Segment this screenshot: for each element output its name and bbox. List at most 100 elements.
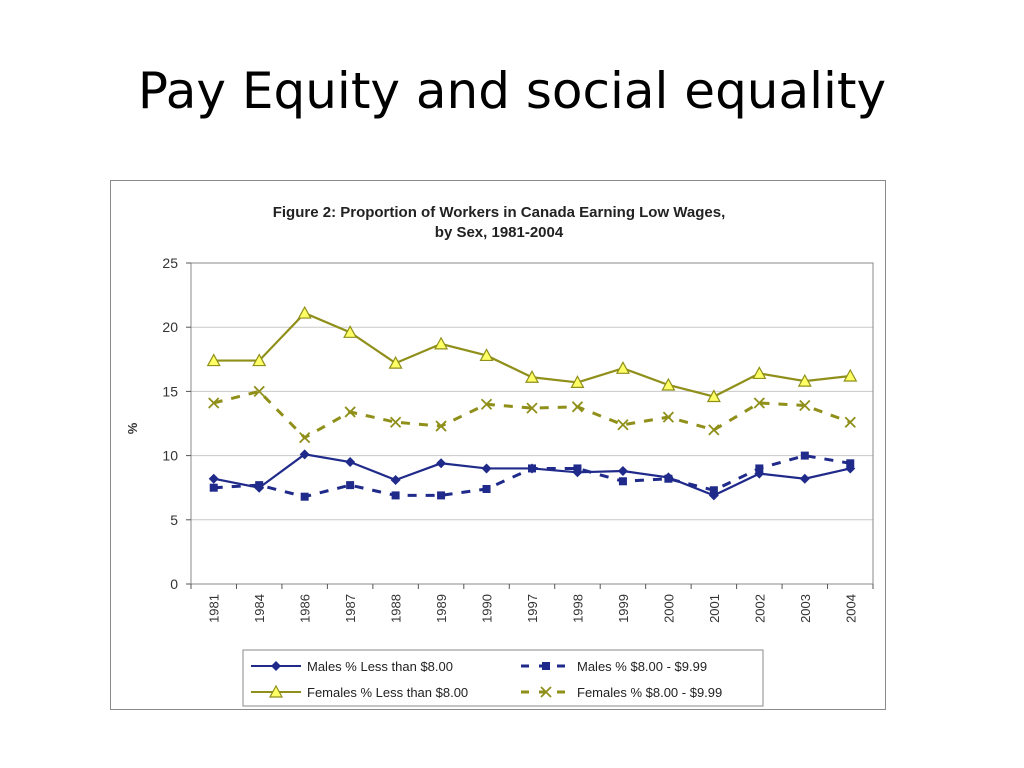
- legend-label: Females % $8.00 - $9.99: [577, 685, 722, 700]
- data-point-diamond: [345, 457, 356, 468]
- data-point-diamond: [208, 473, 219, 484]
- data-point-square: [528, 464, 536, 473]
- x-tick-label: 1986: [298, 594, 313, 623]
- chart-title-line2: by Sex, 1981-2004: [434, 224, 564, 241]
- x-tick-label: 1989: [434, 594, 449, 623]
- data-point-x: [844, 416, 856, 428]
- data-point-square: [391, 491, 400, 500]
- data-point-triangle: [343, 325, 358, 338]
- data-point-x: [540, 686, 552, 698]
- x-marker-stroke: [662, 411, 675, 423]
- x-tick-label: 1987: [343, 594, 358, 623]
- x-tick-label: 1999: [616, 594, 631, 623]
- data-point-square: [300, 492, 309, 501]
- series-3: [206, 305, 858, 403]
- data-point-x: [299, 431, 311, 444]
- x-tick-label: 2000: [661, 594, 676, 623]
- data-point-diamond: [436, 458, 447, 469]
- data-point-square: [800, 451, 809, 460]
- x-tick-label: 2003: [798, 594, 813, 623]
- legend: Males % Less than $8.00 Males % $8.00 - $…: [242, 649, 764, 707]
- data-point-square: [346, 481, 355, 490]
- y-tick-label: 5: [170, 512, 178, 528]
- data-point-square: [709, 486, 718, 495]
- x-marker-stroke: [253, 385, 265, 398]
- series-2: [209, 451, 855, 501]
- data-point-square: [573, 464, 582, 473]
- x-tick-label: 1998: [570, 594, 585, 623]
- data-point-x: [344, 406, 356, 418]
- y-tick-label: 15: [162, 383, 178, 399]
- x-marker-stroke: [435, 420, 447, 432]
- data-point-triangle: [706, 389, 721, 403]
- legend-label: Females % Less than $8.00: [307, 685, 468, 700]
- x-tick-label: 1981: [207, 594, 222, 623]
- data-point-square: [755, 464, 764, 473]
- x-marker-stroke: [708, 424, 720, 436]
- data-point-x: [435, 420, 447, 432]
- plot-area-border: [190, 262, 874, 585]
- x-tick-label: 1988: [389, 594, 404, 623]
- series-line: [213, 389, 851, 440]
- data-point-diamond: [299, 449, 310, 460]
- data-point-triangle: [479, 348, 494, 362]
- data-point-square: [542, 662, 550, 670]
- y-axis-label: %: [125, 422, 140, 434]
- data-point-x: [662, 411, 675, 423]
- x-marker-stroke: [526, 402, 538, 414]
- data-point-triangle: [297, 305, 312, 319]
- data-point-x: [480, 398, 493, 410]
- series-group: [206, 305, 858, 501]
- x-tick-label: 2002: [752, 594, 767, 623]
- x-marker-stroke: [480, 398, 493, 410]
- data-point-x: [799, 399, 811, 412]
- data-point-diamond: [390, 474, 401, 485]
- data-point-triangle: [434, 336, 449, 350]
- x-marker-stroke: [540, 686, 552, 698]
- x-marker-stroke: [799, 399, 811, 412]
- data-point-square: [846, 459, 855, 468]
- x-marker-stroke: [389, 416, 402, 428]
- gridlines: [191, 326, 873, 521]
- chart-frame: Figure 2: Proportion of Workers in Canad…: [110, 180, 886, 710]
- x-marker-stroke: [844, 416, 856, 428]
- legend-entry-1: Males % Less than $8.00: [251, 659, 453, 674]
- data-point-square: [482, 484, 491, 493]
- legend-entry-2: Males % $8.00 - $9.99: [521, 659, 707, 674]
- data-point-x: [617, 419, 629, 431]
- data-point-triangle: [206, 353, 221, 367]
- line-chart: 0 5 10 15 20 25% 1981 1984 1986 1987 1988 1989 1990 1…: [125, 255, 874, 707]
- data-point-triangle: [797, 373, 812, 387]
- legend-entry-4: Females % $8.00 - $9.99: [521, 685, 722, 700]
- x-tick-label: 1990: [480, 594, 495, 623]
- data-point-x: [708, 424, 720, 436]
- data-point-square: [618, 477, 627, 486]
- data-point-triangle: [615, 361, 630, 374]
- series-line: [213, 311, 851, 398]
- legend-label: Males % $8.00 - $9.99: [577, 659, 707, 674]
- data-point-triangle: [752, 366, 767, 380]
- legend-entry-3: Females % Less than $8.00: [251, 684, 468, 700]
- data-point-diamond: [481, 463, 492, 474]
- data-point-square: [437, 491, 446, 500]
- y-tick-label: 0: [170, 576, 178, 592]
- x-tick-label: 2001: [707, 594, 722, 623]
- data-point-diamond: [617, 466, 628, 477]
- data-point-x: [571, 401, 584, 413]
- x-tick-label: 2004: [843, 594, 858, 623]
- axes: 0 5 10 15 20 25% 1981 1984 1986 1987 1988 1989 1990 1…: [125, 255, 874, 623]
- series-4: [208, 385, 856, 444]
- data-point-triangle: [524, 370, 540, 383]
- x-marker-stroke: [344, 406, 356, 418]
- x-marker-stroke: [299, 431, 311, 444]
- data-point-triangle: [570, 375, 585, 389]
- x-marker-stroke: [753, 397, 765, 409]
- legend-label: Males % Less than $8.00: [307, 659, 453, 674]
- y-tick-label: 25: [162, 255, 178, 271]
- x-tick-label: 1984: [252, 594, 267, 623]
- slide-title: Pay Equity and social equality: [137, 62, 887, 120]
- data-point-x: [753, 397, 765, 409]
- x-tick-label: 1997: [525, 594, 540, 623]
- y-tick-label: 10: [162, 448, 178, 464]
- chart-title-line1: Figure 2: Proportion of Workers in Canad…: [272, 204, 726, 221]
